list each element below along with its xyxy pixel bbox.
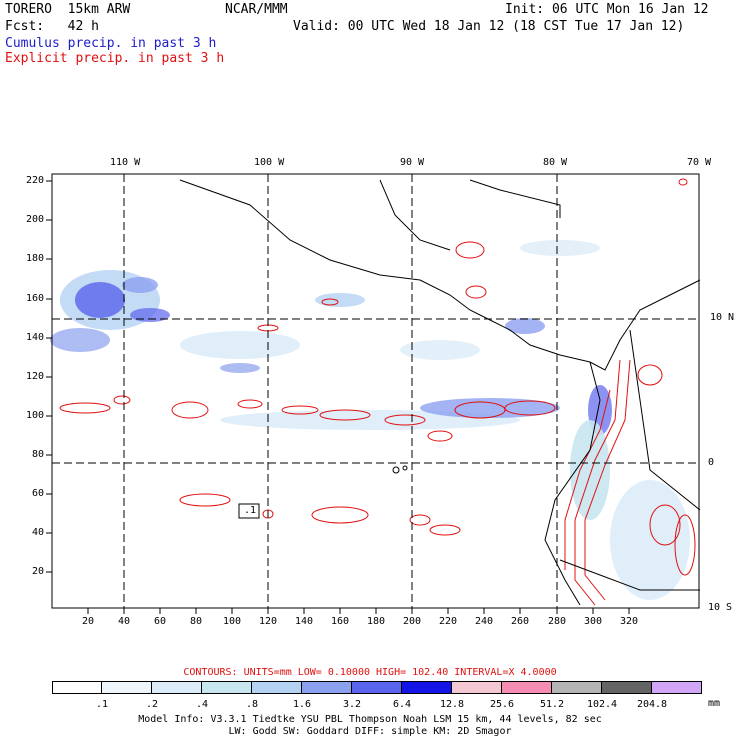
colorbar-label: 3.2	[342, 699, 362, 710]
grid-y-label: 20	[32, 566, 45, 577]
grid-x-label: 80	[190, 616, 203, 627]
field-explicit-label: Explicit precip. in past 3 h	[5, 51, 225, 66]
grid-x-label: 120	[259, 616, 278, 627]
valid-time: Valid: 00 UTC Wed 18 Jan 12 (18 CST Tue …	[293, 19, 685, 34]
grid-y-label: 140	[26, 332, 45, 343]
init-time: Init: 06 UTC Mon 16 Jan 12	[505, 2, 709, 17]
colorbar-swatch	[202, 681, 252, 694]
colorbar-swatch	[602, 681, 652, 694]
grid-x-label: 300	[584, 616, 603, 627]
coastlines	[179, 179, 701, 606]
field-cumulus-label: Cumulus precip. in past 3 h	[5, 36, 217, 51]
lat-label-10n: 10 N	[710, 312, 735, 323]
grid-y-label: 200	[26, 214, 45, 225]
colorbar-unit: mm	[708, 698, 721, 709]
colorbar-label: .8	[245, 699, 259, 710]
grid-y-label: 160	[26, 293, 45, 304]
colorbar-swatch	[302, 681, 352, 694]
colorbar-swatch	[152, 681, 202, 694]
colorbar-swatch	[452, 681, 502, 694]
grid-x-label: 240	[475, 616, 494, 627]
grid-x-label: 180	[367, 616, 386, 627]
grid-x-label: 140	[295, 616, 314, 627]
cumulus-precip-shading	[50, 240, 690, 600]
colorbar-label: 1.6	[292, 699, 312, 710]
colorbar-label: .1	[95, 699, 109, 710]
latlon-grid	[52, 174, 699, 608]
grid-x-label: 40	[118, 616, 131, 627]
colorbar-label: 51.2	[539, 699, 565, 710]
colorbar-swatch	[402, 681, 452, 694]
grid-y-label: 180	[26, 253, 45, 264]
colorbar-label: .2	[145, 699, 159, 710]
colorbar-swatch	[652, 681, 702, 694]
lat-label-10s: 10 S	[708, 602, 733, 613]
lat-label-0: 0	[708, 457, 715, 468]
grid-y-label: 80	[32, 449, 45, 460]
grid-y-label: 220	[26, 175, 45, 186]
contour-label-box	[238, 503, 260, 519]
axis-ticks	[46, 180, 630, 614]
colorbar-swatch	[52, 681, 102, 694]
grid-x-label: 320	[620, 616, 639, 627]
lon-label-90w: 90 W	[400, 157, 425, 168]
grid-x-label: 200	[403, 616, 422, 627]
colorbar-swatch	[252, 681, 302, 694]
colorbar-label: 102.4	[586, 699, 618, 710]
contour-label: .1	[244, 505, 257, 516]
contours-info: CONTOURS: UNITS=mm LOW= 0.10000 HIGH= 10…	[183, 667, 557, 678]
model-physics: LW: Godd SW: Goddard DIFF: simple KM: 2D…	[228, 726, 512, 737]
grid-x-label: 280	[548, 616, 567, 627]
forecast-hour: Fcst: 42 h	[5, 19, 99, 34]
colorbar-label: .4	[195, 699, 209, 710]
lon-label-100w: 100 W	[254, 157, 285, 168]
grid-y-label: 100	[26, 410, 45, 421]
grid-y-label: 60	[32, 488, 45, 499]
grid-y-label: 120	[26, 371, 45, 382]
colorbar-swatch	[352, 681, 402, 694]
model-title: TORERO 15km ARW	[5, 2, 131, 17]
colorbar-label: 12.8	[439, 699, 465, 710]
grid-x-label: 260	[511, 616, 530, 627]
colorbar-swatch	[552, 681, 602, 694]
colorbar-label: 25.6	[489, 699, 515, 710]
lon-label-80w: 80 W	[543, 157, 568, 168]
center-label: NCAR/MMM	[225, 2, 288, 17]
grid-x-label: 20	[82, 616, 95, 627]
grid-y-label: 40	[32, 527, 45, 538]
grid-x-label: 100	[223, 616, 242, 627]
explicit-precip-contours	[59, 178, 696, 606]
grid-x-label: 60	[154, 616, 167, 627]
lon-label-70w: 70 W	[687, 157, 712, 168]
colorbar-label: 204.8	[636, 699, 668, 710]
grid-x-label: 160	[331, 616, 350, 627]
colorbar-swatch	[502, 681, 552, 694]
colorbar-swatch	[102, 681, 152, 694]
grid-x-label: 220	[439, 616, 458, 627]
colorbar-label: 6.4	[392, 699, 412, 710]
lon-label-110w: 110 W	[110, 157, 141, 168]
model-info: Model Info: V3.3.1 Tiedtke YSU PBL Thomp…	[138, 714, 602, 725]
